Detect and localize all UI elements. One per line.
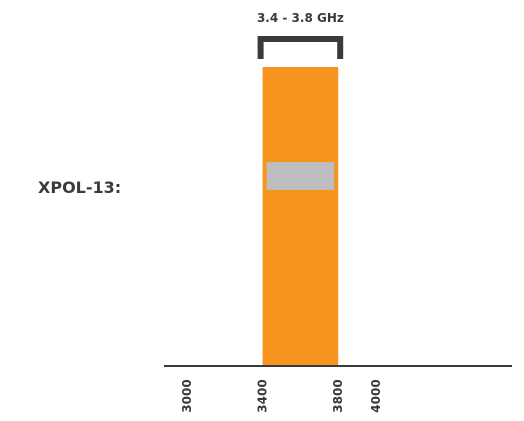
x-tick-label-3800: 3800: [331, 379, 345, 412]
x-tick-label-3000: 3000: [180, 379, 194, 412]
x-tick-labels: 3000 3400 3800 4000: [180, 379, 383, 412]
x-tick-label-4000: 4000: [369, 379, 383, 412]
band-label-0: 3.4 - 3.8 GHz: [257, 11, 344, 25]
band-bar-0: [262, 67, 339, 366]
x-tick-label-3400: 3400: [256, 379, 270, 412]
bands-layer: 3.4 - 3.8 GHz: [257, 11, 344, 366]
product-label: XPOL-13:: [38, 178, 121, 197]
band-bracket-0: [257, 36, 344, 59]
band-marker-0: [266, 162, 335, 190]
